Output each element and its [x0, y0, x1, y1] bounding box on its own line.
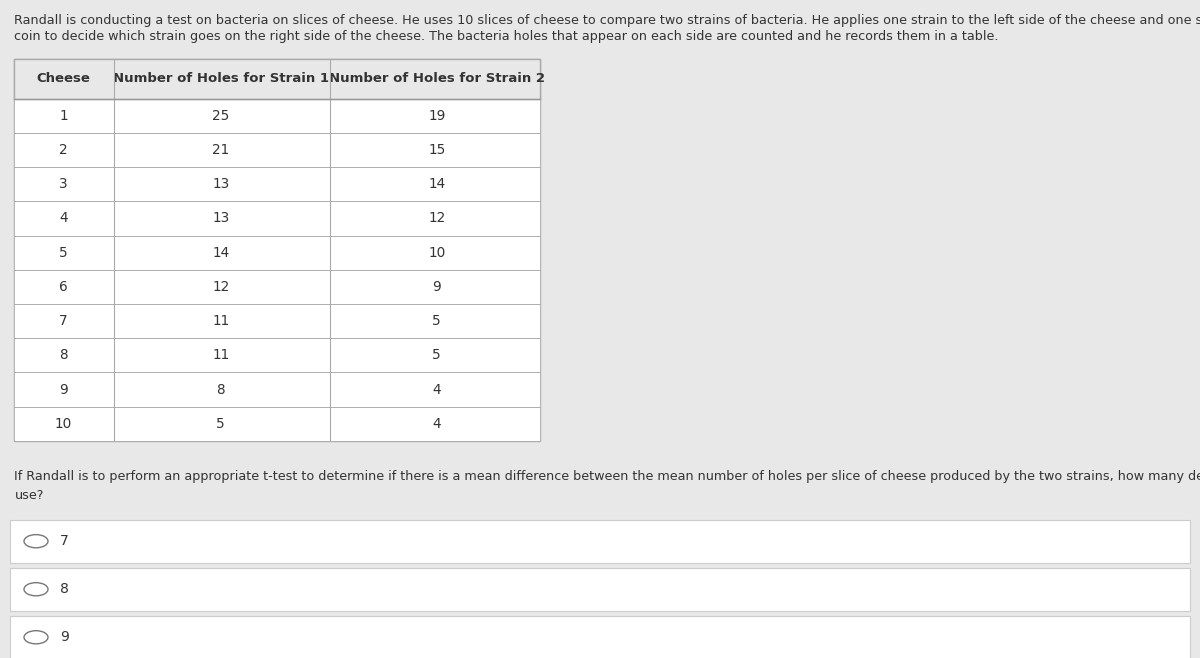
FancyBboxPatch shape [10, 520, 1190, 563]
Text: 25: 25 [212, 109, 229, 123]
Text: 14: 14 [428, 177, 445, 191]
FancyBboxPatch shape [14, 372, 540, 407]
Text: 5: 5 [59, 245, 68, 260]
FancyBboxPatch shape [14, 133, 540, 167]
Text: 4: 4 [432, 382, 442, 397]
Text: coin to decide which strain goes on the right side of the cheese. The bacteria h: coin to decide which strain goes on the … [14, 30, 998, 43]
Circle shape [24, 630, 48, 644]
Text: 4: 4 [59, 211, 68, 226]
FancyBboxPatch shape [14, 338, 540, 372]
FancyBboxPatch shape [14, 270, 540, 304]
FancyBboxPatch shape [14, 304, 540, 338]
FancyBboxPatch shape [14, 99, 540, 133]
Text: 6: 6 [59, 280, 68, 294]
Text: 13: 13 [212, 211, 229, 226]
FancyBboxPatch shape [10, 568, 1190, 611]
FancyBboxPatch shape [14, 407, 540, 441]
Text: 13: 13 [212, 177, 229, 191]
Text: Number of Holes for Strain 2: Number of Holes for Strain 2 [329, 72, 545, 86]
Text: 4: 4 [432, 417, 442, 431]
Text: 8: 8 [216, 382, 226, 397]
Text: 5: 5 [432, 348, 442, 363]
FancyBboxPatch shape [10, 616, 1190, 658]
Text: If Randall is to perform an appropriate t-test to determine if there is a mean d: If Randall is to perform an appropriate … [14, 470, 1200, 484]
Text: 7: 7 [60, 534, 68, 548]
Text: 12: 12 [428, 211, 445, 226]
Text: 12: 12 [212, 280, 229, 294]
FancyBboxPatch shape [14, 167, 540, 201]
Text: 2: 2 [59, 143, 68, 157]
Text: 8: 8 [60, 582, 68, 596]
FancyBboxPatch shape [14, 59, 540, 441]
Text: 11: 11 [212, 314, 229, 328]
Circle shape [24, 583, 48, 596]
Text: 9: 9 [59, 382, 68, 397]
Text: 3: 3 [59, 177, 68, 191]
Circle shape [24, 534, 48, 547]
Text: 21: 21 [212, 143, 229, 157]
Text: use?: use? [14, 489, 43, 502]
Text: 9: 9 [432, 280, 442, 294]
Text: Number of Holes for Strain 1: Number of Holes for Strain 1 [113, 72, 329, 86]
Text: 15: 15 [428, 143, 445, 157]
Text: 1: 1 [59, 109, 68, 123]
Text: 5: 5 [216, 417, 226, 431]
FancyBboxPatch shape [14, 59, 540, 99]
Text: 11: 11 [212, 348, 229, 363]
Text: Randall is conducting a test on bacteria on slices of cheese. He uses 10 slices : Randall is conducting a test on bacteria… [14, 14, 1200, 28]
Text: 9: 9 [60, 630, 68, 644]
Text: 7: 7 [59, 314, 68, 328]
Text: 19: 19 [428, 109, 445, 123]
Text: 14: 14 [212, 245, 229, 260]
Text: Cheese: Cheese [37, 72, 90, 86]
Text: 10: 10 [428, 245, 445, 260]
Text: 5: 5 [432, 314, 442, 328]
Text: 8: 8 [59, 348, 68, 363]
FancyBboxPatch shape [14, 236, 540, 270]
Text: 10: 10 [55, 417, 72, 431]
FancyBboxPatch shape [14, 201, 540, 236]
